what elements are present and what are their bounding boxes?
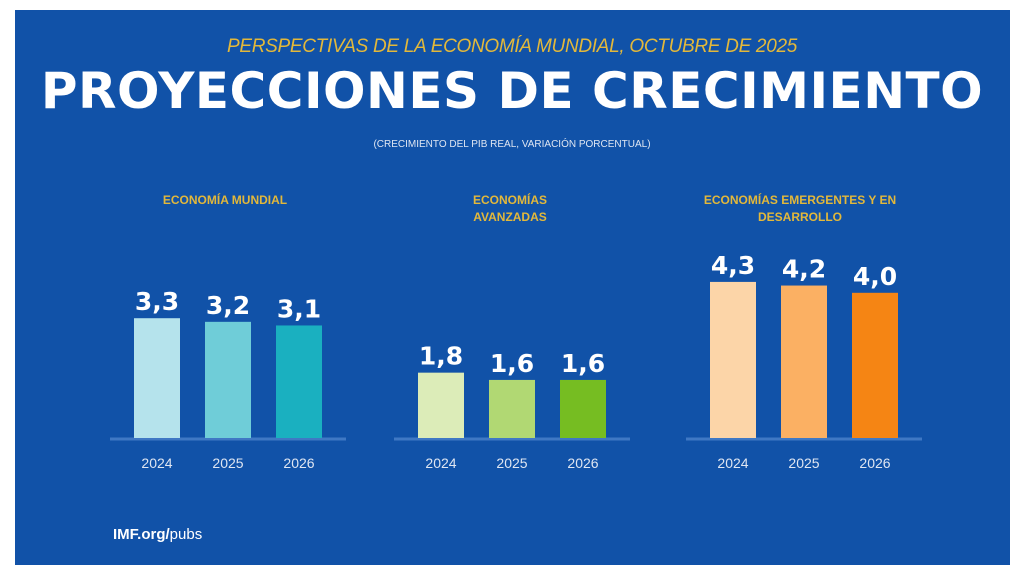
tick-label-advanced-2026: 2026: [567, 455, 598, 471]
group-title-emerging: ECONOMÍAS EMERGENTES Y EN DESARROLLO: [703, 193, 897, 224]
footer-domain: IMF.org/: [113, 526, 170, 543]
bar-advanced-2026: [560, 379, 606, 438]
tick-label-emerging-2026: 2026: [859, 455, 890, 471]
subtitle: PERSPECTIVAS DE LA ECONOMÍA MUNDIAL, OCT…: [226, 36, 798, 57]
bar-emerging-2024: [710, 281, 756, 438]
data-label-advanced-2024: 1,8: [419, 342, 463, 371]
infographic-panel: [15, 10, 1010, 565]
bar-emerging-2026: [852, 292, 898, 438]
data-label-advanced-2026: 1,6: [561, 349, 605, 378]
tick-label-advanced-2024: 2024: [425, 455, 456, 471]
group-title-advanced: ECONOMÍAS AVANZADAS: [472, 193, 547, 224]
bar-world-2026: [276, 325, 322, 438]
tick-label-world-2025: 2025: [212, 455, 243, 471]
tick-label-world-2026: 2026: [283, 455, 314, 471]
tick-label-world-2024: 2024: [141, 455, 172, 471]
bar-emerging-2025: [781, 285, 827, 438]
data-label-emerging-2025: 4,2: [782, 255, 826, 284]
footer-link[interactable]: IMF.org/pubs: [113, 526, 202, 543]
bar-advanced-2025: [489, 379, 535, 438]
bar-world-2024: [134, 318, 180, 438]
data-label-emerging-2026: 4,0: [853, 262, 897, 291]
tick-label-emerging-2024: 2024: [717, 455, 748, 471]
data-label-world-2025: 3,2: [206, 291, 250, 320]
bar-world-2025: [205, 321, 251, 438]
footer-path: pubs: [169, 526, 203, 543]
bar-advanced-2024: [418, 372, 464, 438]
data-label-advanced-2025: 1,6: [490, 349, 534, 378]
tick-label-emerging-2025: 2025: [788, 455, 819, 471]
units-note: (CRECIMIENTO DEL PIB REAL, VARIACIÓN POR…: [373, 139, 651, 150]
data-label-world-2024: 3,3: [135, 287, 179, 316]
page-title: PROYECCIONES DE CRECIMIENTO: [40, 62, 984, 120]
data-label-world-2026: 3,1: [277, 294, 321, 323]
tick-label-advanced-2025: 2025: [496, 455, 527, 471]
data-label-emerging-2024: 4,3: [711, 251, 755, 280]
group-title-world: ECONOMÍA MUNDIAL: [162, 193, 288, 207]
